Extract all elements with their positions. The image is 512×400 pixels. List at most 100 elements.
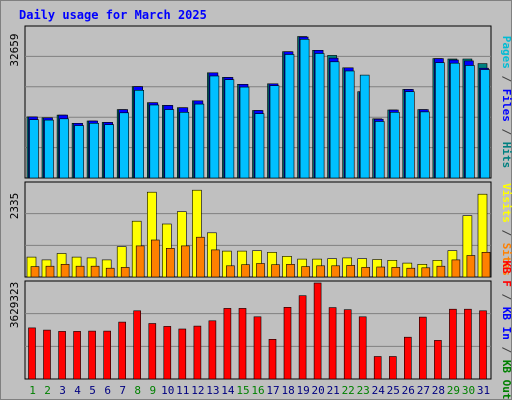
x-tick-label: 13 [206,384,219,397]
bar-sites [30,266,40,278]
bar-sites [391,267,401,278]
bar-kb-f [343,309,352,380]
panel-3: 3629323 KB F / KB In / KB Out [8,260,512,399]
bar-kb-f [223,308,232,380]
x-tick-label: 19 [296,384,309,397]
x-tick-label: 11 [176,384,189,397]
bar-sites [226,265,235,278]
bar-pages [194,103,205,179]
bar-kb-f [388,356,397,380]
bar-kb-f [148,323,157,380]
bar-sites [481,252,491,278]
bar-pages [149,104,160,179]
legend-entry: / [500,69,512,89]
bar-kb-f [43,329,51,380]
bar-sites [451,259,461,278]
x-tick-label: 31 [477,384,490,397]
bar-pages [254,113,265,179]
bar-pages [164,109,175,179]
bar-pages [314,53,325,179]
x-tick-label: 6 [104,384,111,397]
x-tick-label: 17 [266,384,279,397]
panel-legend: Pages / Files / Hits [500,36,512,169]
x-tick-label: 25 [387,384,400,397]
legend-entry: Pages [500,36,512,69]
bar-kb-f [253,316,262,380]
bar-kb-f [373,356,382,380]
bar-pages [89,123,99,179]
bar-sites [361,267,371,278]
bar-pages [480,69,490,179]
x-tick-label: 5 [89,384,96,397]
bar-sites [346,265,356,278]
bar-sites [331,265,340,278]
bar-kb-f [464,308,472,380]
bar-sites [376,266,386,278]
bar-kb-f [193,325,202,380]
legend-entry: / [500,287,512,307]
bar-pages [74,125,84,179]
bar-kb-f [208,320,217,380]
bar-pages [465,65,475,179]
bar-pages [224,79,235,179]
y-max-label: 32659 [8,33,21,66]
bar-pages [284,54,295,179]
bar-pages [329,61,340,179]
x-tick-label: 26 [402,384,415,397]
x-tick-label: 21 [327,384,340,397]
legend-entry: KB F [500,260,512,287]
bar-pages [209,75,220,179]
bar-sites [105,267,115,278]
x-tick-label: 15 [236,384,249,397]
chart-panels: 32659 Pages / Files / Hits 2335 Visits / Si… [8,25,512,400]
bar-sites [120,267,130,278]
bar-pages [269,85,280,179]
bar-sites [90,265,100,278]
bar-sites [135,245,145,278]
bar-kb-f [178,328,187,380]
bar-sites [256,263,265,278]
bar-sites [151,239,160,278]
bar-pages [239,86,250,179]
x-tick-label: 7 [119,384,126,397]
bar-pages [344,70,355,179]
bar-sites [271,264,280,278]
bar-sites [466,255,476,278]
bar-pages [59,118,69,179]
x-tick-label: 29 [447,384,460,397]
bar-kb-f [268,338,277,380]
legend-entry: Sites [500,243,512,276]
x-tick-label: 3 [59,384,66,397]
legend-entry: KB In [500,307,512,340]
x-tick-label: 16 [251,384,264,397]
bar-kb-f [403,336,412,380]
bar-sites [406,267,416,278]
bar-kb-f [238,308,247,380]
y-max-label: 2335 [8,193,21,220]
bar-kb-f [103,330,111,380]
bar-pages [44,119,54,179]
bar-kb-f [88,330,96,380]
legend-entry: Hits [500,142,512,169]
bar-kb-f [434,340,442,380]
bar-sites [421,267,431,278]
x-tick-label: 30 [462,384,475,397]
bar-sites [316,265,325,278]
bar-kb-f [163,326,172,380]
bar-kb-f [479,310,487,380]
x-tick-label: 14 [221,384,235,397]
bar-kb-f [298,295,307,380]
bar-pages [389,112,400,179]
bar-sites [436,265,446,278]
bar-sites [301,266,310,278]
bar-pages [104,124,114,179]
x-tick-label: 12 [191,384,204,397]
bar-pages [134,90,144,179]
bar-sites [241,264,250,278]
panel-2: 2335 Visits / Sites [8,181,512,278]
bar-kb-f [283,306,292,380]
bar-kb-f [118,321,126,380]
panel-1: 32659 Pages / Files / Hits [8,25,512,179]
